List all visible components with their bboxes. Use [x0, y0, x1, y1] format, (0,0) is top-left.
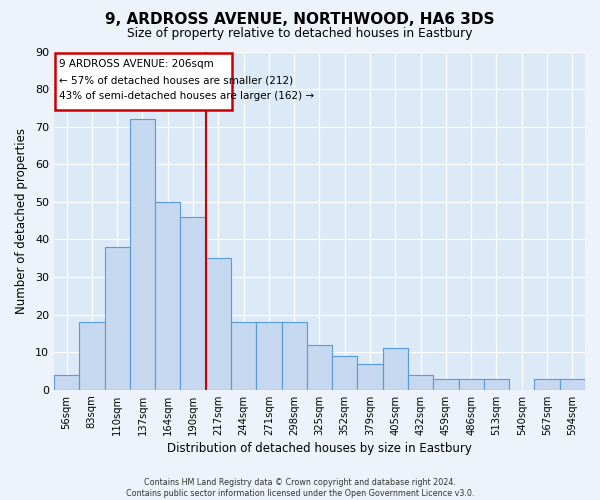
- X-axis label: Distribution of detached houses by size in Eastbury: Distribution of detached houses by size …: [167, 442, 472, 455]
- Bar: [231, 322, 256, 390]
- FancyBboxPatch shape: [55, 54, 232, 110]
- Bar: [155, 202, 181, 390]
- Bar: [281, 322, 307, 390]
- Bar: [206, 258, 231, 390]
- Y-axis label: Number of detached properties: Number of detached properties: [15, 128, 28, 314]
- Bar: [307, 344, 332, 390]
- Bar: [383, 348, 408, 390]
- Bar: [332, 356, 358, 390]
- Bar: [408, 375, 433, 390]
- Bar: [256, 322, 281, 390]
- Bar: [104, 247, 130, 390]
- Text: Contains HM Land Registry data © Crown copyright and database right 2024.
Contai: Contains HM Land Registry data © Crown c…: [126, 478, 474, 498]
- Bar: [79, 322, 104, 390]
- Bar: [181, 217, 206, 390]
- Bar: [54, 375, 79, 390]
- Bar: [130, 119, 155, 390]
- Text: 9 ARDROSS AVENUE: 206sqm: 9 ARDROSS AVENUE: 206sqm: [59, 59, 214, 69]
- Text: ← 57% of detached houses are smaller (212): ← 57% of detached houses are smaller (21…: [59, 75, 293, 85]
- Text: 43% of semi-detached houses are larger (162) →: 43% of semi-detached houses are larger (…: [59, 91, 314, 101]
- Bar: [458, 378, 484, 390]
- Text: Size of property relative to detached houses in Eastbury: Size of property relative to detached ho…: [127, 28, 473, 40]
- Bar: [433, 378, 458, 390]
- Bar: [560, 378, 585, 390]
- Bar: [535, 378, 560, 390]
- Text: 9, ARDROSS AVENUE, NORTHWOOD, HA6 3DS: 9, ARDROSS AVENUE, NORTHWOOD, HA6 3DS: [105, 12, 495, 28]
- Bar: [484, 378, 509, 390]
- Bar: [358, 364, 383, 390]
